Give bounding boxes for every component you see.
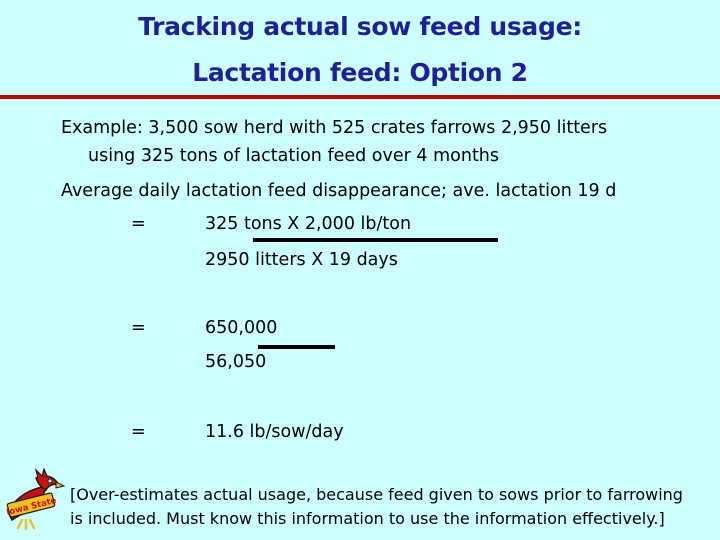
equation-2-denominator: 56,050 [205, 352, 267, 372]
equation-1-denominator: 2950 litters X 19 days [205, 250, 398, 270]
fraction-bar-1 [253, 238, 498, 242]
example-line-1: Example: 3,500 sow herd with 525 crates … [61, 118, 608, 138]
title-divider [0, 95, 720, 99]
equals-sign-3: = [131, 422, 146, 442]
fraction-bar-2 [258, 345, 335, 349]
footnote-line-1: [Over-estimates actual usage, because fe… [70, 485, 683, 504]
equals-sign-1: = [131, 214, 146, 234]
average-line: Average daily lactation feed disappearan… [61, 181, 617, 201]
footnote-line-2: is included. Must know this information … [70, 509, 665, 528]
title-line-1: Tracking actual sow feed usage: [138, 12, 582, 41]
equation-3-result: 11.6 lb/sow/day [205, 422, 344, 442]
equals-sign-2: = [131, 318, 146, 338]
title-line-2: Lactation feed: Option 2 [192, 58, 528, 87]
equation-1-numerator: 325 tons X 2,000 lb/ton [205, 214, 412, 234]
iowa-state-cyclone-mascot-icon: Iowa State [2, 467, 66, 532]
example-line-2: using 325 tons of lactation feed over 4 … [88, 146, 500, 166]
equation-2-numerator: 650,000 [205, 318, 278, 338]
footnote: [Over-estimates actual usage, because fe… [70, 483, 710, 531]
slide-title: Tracking actual sow feed usage: Lactatio… [0, 4, 720, 96]
